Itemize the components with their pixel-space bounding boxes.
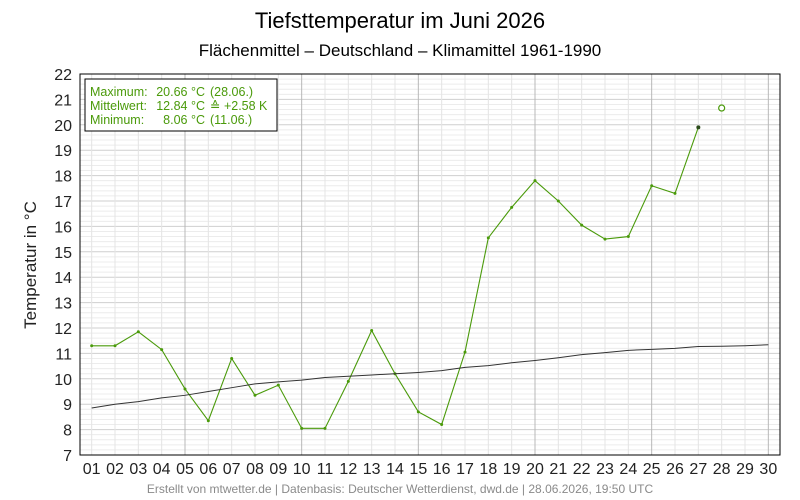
y-tick-label: 12	[54, 321, 72, 338]
data-point	[160, 348, 164, 352]
x-tick-label: 15	[409, 461, 427, 478]
x-tick-label: 23	[596, 461, 614, 478]
y-tick-label: 9	[63, 397, 72, 414]
data-point	[556, 199, 560, 203]
y-tick-label: 17	[54, 194, 72, 211]
x-tick-label: 11	[317, 461, 334, 478]
x-tick-label: 29	[736, 461, 754, 478]
x-tick-label: 28	[713, 461, 731, 478]
y-tick-label: 21	[54, 92, 72, 109]
y-tick-label: 16	[54, 219, 72, 236]
data-point	[510, 205, 514, 209]
y-tick-label: 13	[54, 296, 72, 313]
y-tick-label: 8	[63, 423, 72, 440]
legend-mean-extra: ≙ +2.58 K	[210, 99, 268, 113]
x-tick-label: 13	[363, 461, 381, 478]
y-tick-label: 20	[54, 118, 72, 135]
data-point	[486, 236, 490, 240]
data-point	[696, 125, 701, 130]
x-tick-label: 18	[479, 461, 497, 478]
legend-frame	[84, 78, 278, 132]
data-point	[206, 419, 210, 423]
x-tick-label: 20	[526, 461, 544, 478]
y-tick-label: 10	[54, 372, 72, 389]
data-point	[253, 393, 257, 397]
data-point	[230, 356, 234, 360]
data-point	[346, 379, 350, 383]
y-tick-label: 7	[63, 448, 72, 465]
x-tick-label: 14	[386, 461, 404, 478]
x-tick-label: 06	[199, 461, 217, 478]
x-tick-label: 09	[269, 461, 287, 478]
data-point	[323, 426, 327, 430]
legend-box: Maximum: 20.66 °C (28.06.) Mittelwert: 1…	[84, 78, 278, 132]
series-layer	[90, 104, 769, 430]
data-point	[300, 426, 304, 430]
x-tick-label: 19	[503, 461, 521, 478]
data-point	[136, 330, 140, 334]
legend-mean-value: 12.84 °C	[156, 99, 205, 113]
x-tick-labels: 01 02 03 04 05 06 07 08 09 10 11 12 13 14 15 16 17 18 19 20…	[83, 461, 778, 478]
legend-mean-label: Mittelwert:	[90, 99, 147, 113]
y-tick-label: 22	[54, 67, 72, 84]
footer-credit: Erstellt von mtwetter.de | Datenbasis: D…	[147, 482, 654, 496]
data-point	[463, 350, 467, 354]
x-tick-label: 17	[456, 461, 474, 478]
y-tick-label: 18	[54, 169, 72, 186]
y-axis-label: Temperatur in °C	[21, 201, 40, 329]
data-point	[440, 423, 444, 427]
x-tick-label: 05	[176, 461, 194, 478]
legend-max-extra: (28.06.)	[210, 85, 253, 99]
x-tick-label: 12	[339, 461, 357, 478]
data-point	[183, 387, 187, 391]
y-tick-label: 14	[54, 270, 72, 287]
chart-title: Tiefsttemperatur im Juni 2026	[255, 8, 545, 33]
legend-max-label: Maximum:	[90, 85, 148, 99]
data-point	[416, 410, 420, 414]
legend-min-label: Minimum:	[90, 113, 144, 127]
data-point	[603, 237, 607, 241]
x-tick-label: 26	[666, 461, 684, 478]
data-point	[650, 184, 654, 188]
major-gridlines	[80, 73, 780, 456]
data-point-open	[718, 104, 726, 112]
y-tick-label: 11	[55, 346, 72, 363]
x-tick-label: 22	[573, 461, 591, 478]
x-tick-label: 07	[223, 461, 241, 478]
data-point	[626, 235, 630, 239]
x-tick-label: 04	[153, 461, 171, 478]
y-tick-labels: 7 8 9 10 11 12 13 14 15 16 17 18 19 20 21 22	[54, 67, 72, 465]
x-tick-label: 27	[689, 461, 707, 478]
x-tick-label: 03	[129, 461, 147, 478]
data-point	[276, 383, 280, 387]
x-tick-label: 24	[619, 461, 637, 478]
x-tick-label: 01	[83, 461, 101, 478]
data-point	[533, 179, 537, 183]
legend-max-value: 20.66 °C	[156, 85, 205, 99]
climate-mean-line	[91, 344, 769, 409]
legend-min-value: 8.06 °C	[163, 113, 205, 127]
x-tick-label: 08	[246, 461, 264, 478]
plot-area	[80, 74, 780, 455]
data-point	[673, 191, 677, 195]
x-tick-label: 25	[643, 461, 661, 478]
x-tick-label: 16	[433, 461, 451, 478]
legend-min-extra: (11.06.)	[210, 113, 252, 127]
data-point	[580, 223, 584, 227]
x-tick-label: 21	[549, 461, 567, 478]
y-tick-label: 15	[54, 245, 72, 262]
x-tick-label: 30	[759, 461, 777, 478]
data-point	[90, 344, 94, 348]
plot-frame	[79, 73, 781, 456]
x-tick-label: 10	[293, 461, 311, 478]
chart-subtitle: Flächenmittel – Deutschland – Klimamitte…	[199, 41, 602, 60]
data-point	[370, 329, 374, 333]
data-point	[113, 344, 117, 348]
y-tick-label: 19	[54, 143, 72, 160]
x-tick-label: 02	[106, 461, 124, 478]
